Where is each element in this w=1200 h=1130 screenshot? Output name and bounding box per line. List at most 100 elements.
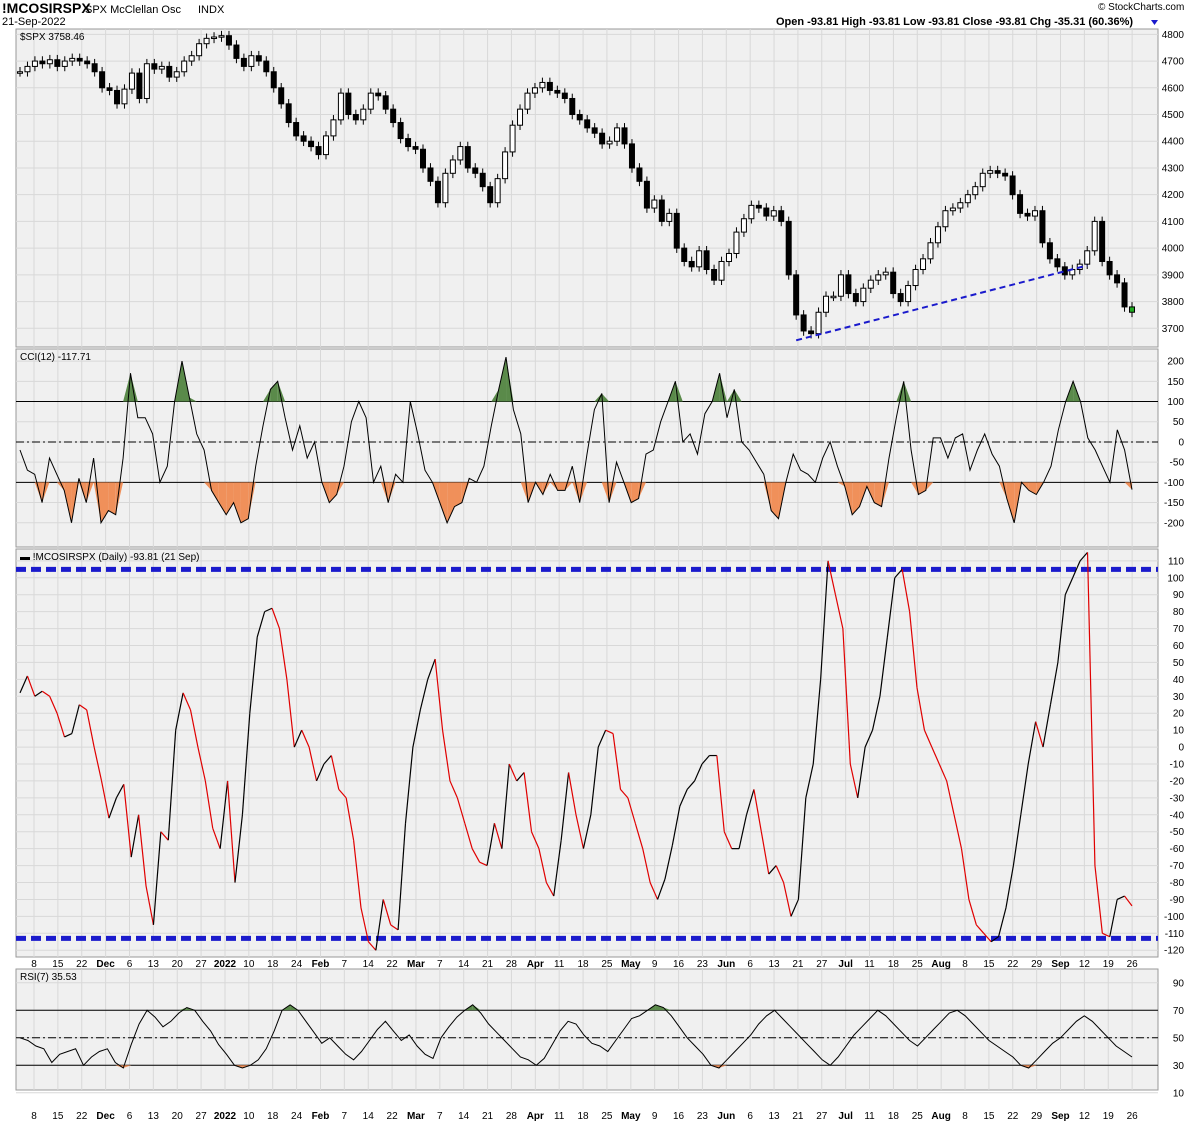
- x-tick-label: 27: [816, 1111, 828, 1122]
- osc-segment: [879, 636, 888, 697]
- osc-segment: [175, 692, 184, 731]
- candle-body: [897, 293, 904, 303]
- x-tick-label: Sep: [1051, 959, 1069, 970]
- osc-segment: [404, 747, 414, 824]
- header-name: SPX McClellan Osc: [85, 4, 181, 16]
- candle-body: [1024, 212, 1031, 217]
- candle-body: [651, 199, 658, 209]
- osc-segment: [93, 746, 103, 782]
- candle-body: [1099, 220, 1106, 262]
- x-tick-label: 2022: [214, 959, 237, 970]
- osc-segment: [456, 797, 466, 824]
- candle-body: [240, 57, 247, 67]
- candle-body: [882, 271, 889, 276]
- y-tick-label: 50: [1173, 1033, 1185, 1044]
- oversold-fill: [336, 482, 345, 495]
- candle-body: [554, 89, 561, 94]
- osc-segment: [301, 729, 310, 748]
- y-tick-label: -20: [1170, 776, 1185, 787]
- candle-body: [725, 252, 732, 262]
- x-tick-label: Aug: [931, 1111, 950, 1122]
- x-tick-label: 25: [912, 959, 924, 970]
- candle-body: [278, 87, 285, 105]
- overbought-fill: [896, 381, 904, 402]
- osc-segment: [694, 763, 703, 782]
- candle-body: [427, 167, 434, 182]
- y-tick-label: 3900: [1162, 270, 1185, 281]
- oversold-fill: [572, 482, 580, 503]
- osc-segment: [523, 772, 533, 832]
- candle-body: [472, 167, 479, 174]
- osc-segment: [545, 882, 555, 897]
- candle-body: [823, 295, 830, 313]
- y-tick-label: 110: [1168, 556, 1184, 567]
- oversold-fill: [101, 482, 109, 523]
- overbought-fill: [734, 389, 742, 402]
- osc-segment: [849, 763, 859, 798]
- osc-segment: [560, 772, 570, 841]
- osc-segment: [427, 658, 436, 680]
- overbought-fill: [726, 389, 735, 402]
- osc-segment: [479, 861, 488, 867]
- candle-body: [957, 202, 964, 209]
- osc-segment: [360, 907, 370, 942]
- osc-segment: [797, 797, 807, 900]
- osc-segment: [953, 814, 963, 849]
- candle-body: [91, 63, 98, 73]
- osc-segment: [264, 607, 273, 613]
- oversold-fill: [108, 482, 116, 515]
- osc-segment: [382, 899, 392, 926]
- candle-body: [181, 60, 188, 73]
- x-tick-label: Dec: [96, 959, 115, 970]
- candle-body: [315, 146, 322, 156]
- osc-segment: [1064, 577, 1074, 595]
- candle-body: [106, 87, 113, 91]
- osc-segment: [241, 713, 251, 815]
- candle-body: [69, 57, 76, 62]
- x-tick-label: 10: [243, 1111, 255, 1122]
- osc-segment: [123, 784, 132, 858]
- candle-body: [1106, 260, 1113, 276]
- x-tick-label: Feb: [312, 959, 330, 970]
- panel-background: [15, 28, 1159, 348]
- x-tick-label: 12: [1079, 959, 1091, 970]
- osc-segment: [1020, 763, 1029, 815]
- oversold-fill: [852, 482, 860, 515]
- y-tick-label: 30: [1173, 692, 1185, 703]
- osc-segment: [768, 865, 777, 875]
- x-tick-label: 14: [458, 1111, 470, 1122]
- candle-body: [143, 63, 150, 99]
- oversold-fill: [1124, 482, 1132, 490]
- osc-segment: [1079, 551, 1088, 562]
- y-tick-label: 10: [1173, 1088, 1185, 1099]
- candle-body: [860, 287, 867, 303]
- oversold-fill: [42, 482, 50, 503]
- osc-segment: [226, 780, 236, 883]
- oversold-fill: [1006, 482, 1015, 523]
- x-tick-label: 7: [342, 1111, 348, 1122]
- candle-body: [367, 92, 374, 110]
- osc-segment: [345, 797, 355, 841]
- header-exchange: INDX: [198, 4, 225, 16]
- candle-body: [360, 108, 367, 121]
- osc-segment: [493, 823, 503, 849]
- y-tick-label: 3800: [1162, 297, 1185, 308]
- candle-body: [352, 114, 359, 121]
- oversold-fill: [380, 482, 389, 503]
- header-ohlc: Open -93.81 High -93.81 Low -93.81 Close…: [776, 16, 1133, 28]
- osc-segment: [1116, 895, 1125, 900]
- osc-segment: [49, 696, 58, 714]
- candle-body: [793, 274, 800, 316]
- x-tick-label: 26: [1127, 959, 1139, 970]
- x-tick-label: 2022: [214, 1111, 237, 1122]
- candle-body: [927, 242, 934, 260]
- x-tick-label: 22: [387, 1111, 399, 1122]
- osc-segment: [152, 831, 162, 925]
- x-tick-label: May: [621, 1111, 641, 1122]
- osc-segment: [946, 780, 955, 815]
- osc-segment: [745, 789, 755, 815]
- candle-body: [263, 60, 270, 73]
- panel-1: 3700 3800 3900 4000 4100 4200 4300 4400 4500 4600…: [15, 28, 1185, 348]
- candle-body: [420, 148, 427, 169]
- y-tick-label: 10: [1173, 726, 1185, 737]
